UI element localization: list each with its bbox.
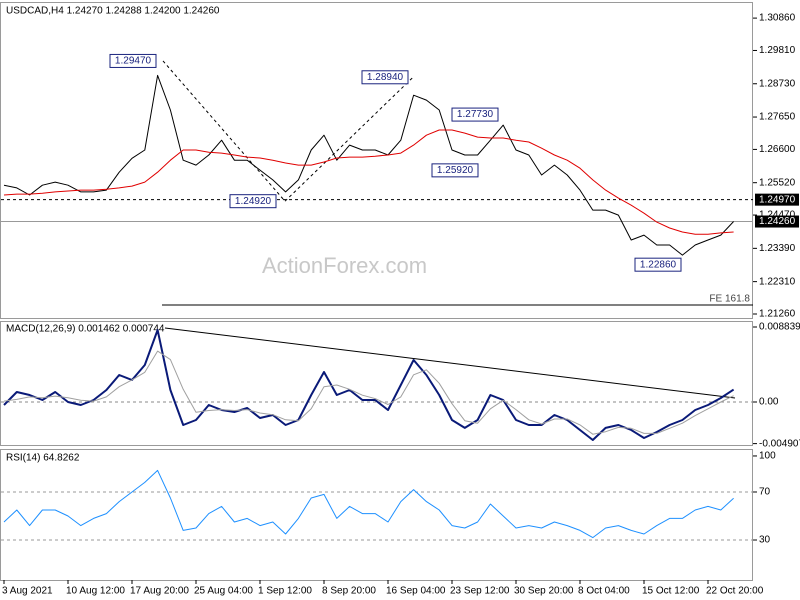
series-line <box>3 74 734 256</box>
watermark: ActionForex.com <box>262 253 427 278</box>
macd-trendline <box>164 327 736 399</box>
y-tick-label: 70 <box>759 487 771 498</box>
x-tick-label: 8 Oct 04:00 <box>578 586 630 597</box>
series-line <box>3 329 735 441</box>
zigzag <box>162 60 286 202</box>
annotation-label: 1.29470 <box>115 56 152 67</box>
y-tick-label: 1.21260 <box>759 309 796 320</box>
y-tick-label: 0.008839 <box>759 322 800 333</box>
price-title: USDCAD,H4 1.24270 1.24288 1.24200 1.2426… <box>6 6 220 17</box>
macd-title: MACD(12,26,9) 0.001462 0.000744 <box>6 324 165 335</box>
price-level-label: 1.24260 <box>759 216 796 227</box>
annotation-box <box>361 70 409 85</box>
series-line <box>3 469 734 539</box>
y-tick-label: 1.26600 <box>759 144 796 155</box>
y-tick-label: -0.004907 <box>759 438 800 449</box>
y-tick-label: 1.28730 <box>759 78 796 89</box>
x-tick-label: 1 Sep 12:00 <box>258 586 312 597</box>
x-tick-label: 16 Sep 04:00 <box>386 586 446 597</box>
annotation-label: 1.24920 <box>235 196 272 207</box>
x-tick-label: 23 Sep 12:00 <box>450 586 510 597</box>
price-level-label: 1.24970 <box>759 194 796 205</box>
x-tick-label: 8 Sep 20:00 <box>322 586 376 597</box>
annotation-label: 1.22860 <box>640 259 677 270</box>
macd-panel <box>0 321 753 446</box>
annotation-box <box>109 53 157 68</box>
y-tick-label: 1.24470 <box>759 210 796 221</box>
series-line <box>3 350 734 435</box>
x-tick-label: 22 Oct 20:00 <box>706 586 764 597</box>
y-tick-label: 1.30860 <box>759 13 796 24</box>
x-tick-label: 15 Oct 12:00 <box>642 586 700 597</box>
y-tick-label: 1.29810 <box>759 45 796 56</box>
y-tick-label: 30 <box>759 535 771 546</box>
annotation-box <box>451 107 499 122</box>
annotation-label: 1.27730 <box>457 109 494 120</box>
x-tick-label: 25 Aug 04:00 <box>194 586 253 597</box>
y-tick-label: 0.00 <box>759 397 779 408</box>
annotation-label: 1.25920 <box>437 165 474 176</box>
series-line <box>3 129 734 235</box>
price-level-box <box>755 215 799 228</box>
y-tick-label: 1.25520 <box>759 177 796 188</box>
x-tick-label: 3 Aug 2021 <box>2 586 53 597</box>
annotation-box <box>431 163 479 178</box>
y-tick-label: 1.22310 <box>759 276 796 287</box>
x-tick-label: 17 Aug 20:00 <box>130 586 189 597</box>
annotation-box <box>229 194 277 209</box>
rsi-title: RSI(14) 64.8262 <box>6 453 80 464</box>
annotation-label: 1.28940 <box>367 72 404 83</box>
x-tick-label: 30 Sep 20:00 <box>514 586 574 597</box>
y-tick-label: 1.27650 <box>759 112 796 123</box>
price-level-box <box>755 193 799 206</box>
y-tick-label: 1.23390 <box>759 243 796 254</box>
x-tick-label: 10 Aug 12:00 <box>66 586 125 597</box>
y-tick-label: 100 <box>759 451 776 462</box>
annotation-box <box>634 257 682 272</box>
fe-level-label: FE 161.8 <box>709 294 750 305</box>
